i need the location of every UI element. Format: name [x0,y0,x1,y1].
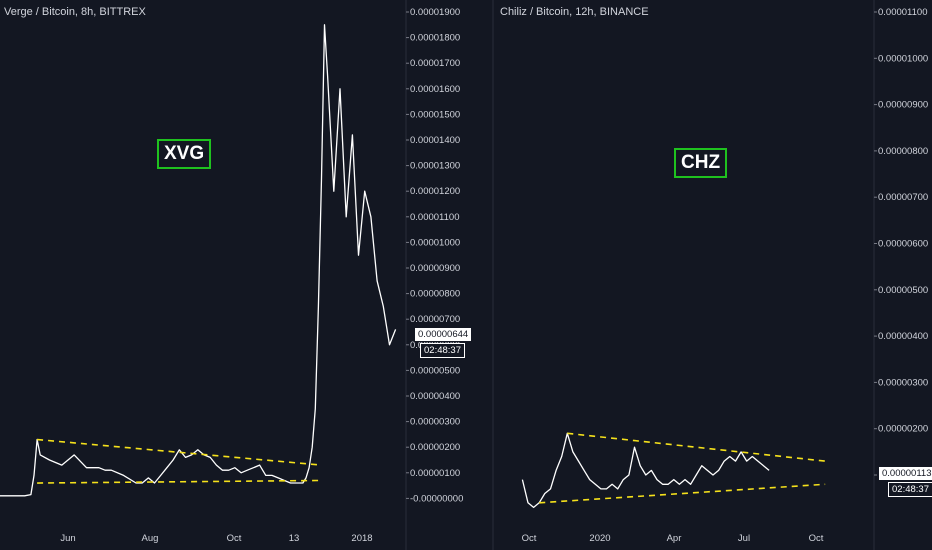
chart2-current-price: 0.00000113 [878,466,932,481]
chart1-y-tick-label: -0.00000000 [410,493,463,504]
chart2-y-tick-label: 0.00000400 [878,331,928,342]
chart2-y-tick-label: 0.00000200 [878,424,928,435]
chart1-y-tick-label: 0.00001500 [410,109,460,120]
chart1-x-tick-label: Oct [227,533,242,544]
chart1-countdown: 02:48:37 [420,343,465,358]
chart1-x-tick-label: 13 [289,533,300,544]
chart1-y-tick-label: 0.00000200 [410,442,460,453]
chart2-annotation: CHZ [674,148,728,178]
chart1-y-tick-label: 0.00001700 [410,58,460,69]
chart2-title: Chiliz / Bitcoin, 12h, BINANCE [500,6,649,18]
chart1-x-tick-label: Jun [60,533,75,544]
chart1-trendline [37,479,322,484]
chart1-y-tick-label: 0.00000900 [410,263,460,274]
chart1-title: Verge / Bitcoin, 8h, BITTREX [4,6,146,18]
chart2-y-tick-label: 0.00000500 [878,285,928,296]
chart2-y-tick-label: 0.00001000 [878,53,928,64]
chart1-y-tick-label: 0.00001400 [410,135,460,146]
chart2-x-tick-label: 2020 [589,533,610,544]
chart1-annotation: XVG [157,139,212,169]
chart1-y-tick-label: 0.00001300 [410,161,460,172]
chart2-y-tick-label: 0.00000700 [878,192,928,203]
chart1-x-tick-label: 2018 [351,533,372,544]
chart2-trendline [539,483,826,504]
chart2-y-tick-label: 0.00000900 [878,100,928,111]
chart1-trendline [37,438,322,466]
chart2-y-tick-label: 0.00001100 [878,7,928,18]
chart1-y-tick-label: 0.00000300 [410,417,460,428]
chart1-y-tick-label: 0.00000100 [410,468,460,479]
chart1-y-tick-label: 0.00001900 [410,7,460,18]
chart1-y-tick-label: 0.00000800 [410,289,460,300]
chart2-countdown: 02:48:37 [888,482,932,497]
chart1-y-tick-label: 0.00000500 [410,365,460,376]
chart1-y-tick-label: 0.00001000 [410,237,460,248]
chart1-y-tick-label: 0.00001100 [410,212,460,223]
chart1-current-price: 0.00000644 [414,327,473,342]
chart2-trendline [567,432,826,462]
chart1-y-tick-label: 0.00000400 [410,391,460,402]
chart1-y-tick-label: 0.00000700 [410,314,460,325]
chart2-y-tick-label: 0.00000800 [878,146,928,157]
chart1-series-line [0,24,397,497]
chart1-y-tick-label: 0.00001200 [410,186,460,197]
chart1-y-tick-label: 0.00001800 [410,33,460,44]
chart2-x-tick-label: Apr [667,533,682,544]
chart2-y-tick-label: 0.00000300 [878,377,928,388]
chart2-x-tick-label: Oct [522,533,537,544]
chart2-series-line [521,432,770,509]
chart2-y-tick-label: 0.00000600 [878,239,928,250]
chart1-y-tick-label: 0.00001600 [410,84,460,95]
chart2-x-tick-label: Oct [809,533,824,544]
chart1-x-tick-label: Aug [142,533,159,544]
chart2-x-tick-label: Jul [738,533,750,544]
